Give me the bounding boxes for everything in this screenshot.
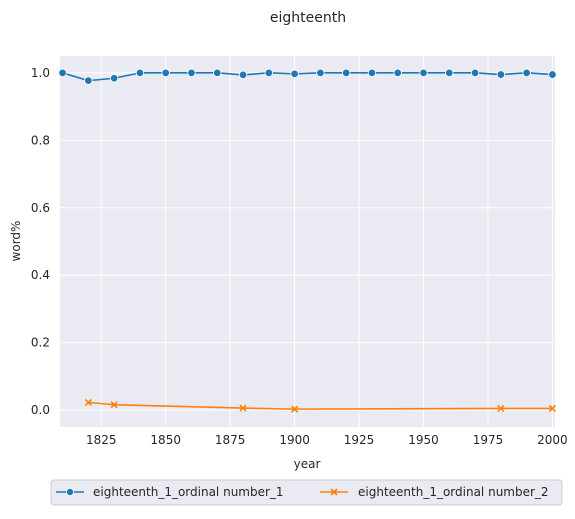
x-tick-label: 1950	[408, 433, 439, 447]
legend-series-1-label: eighteenth_1_ordinal number_1	[93, 485, 284, 499]
data-point	[161, 68, 170, 78]
y-tick-label: 0.8	[31, 133, 50, 147]
x-tick-label: 2000	[537, 433, 568, 447]
data-point	[496, 70, 506, 79]
series-2-line	[88, 401, 553, 410]
x-tick-label: 1975	[473, 433, 504, 447]
series-1	[58, 68, 557, 85]
y-tick-label: 0.4	[31, 268, 50, 282]
legend-series-2-marker	[330, 488, 338, 496]
data-point	[58, 68, 67, 78]
chart-title: eighteenth	[270, 10, 346, 26]
x-tick-label: 1875	[215, 433, 246, 447]
data-point	[548, 70, 557, 79]
x-tick-label: 1850	[150, 433, 181, 447]
data-point	[497, 404, 505, 413]
legend-series-2-label: eighteenth_1_ordinal number_2	[358, 485, 549, 499]
data-point	[239, 404, 247, 412]
data-point	[419, 68, 428, 78]
legend: eighteenth_1_ordinal number_1 eighteenth…	[50, 479, 563, 506]
plot-area	[60, 56, 555, 427]
y-axis-label: word%	[9, 221, 23, 262]
x-tick-label: 1925	[344, 433, 375, 447]
series-1-line	[62, 72, 553, 82]
data-point	[264, 68, 274, 78]
y-tick-label: 0.0	[31, 403, 50, 417]
data-point	[238, 70, 248, 80]
data-point	[290, 69, 299, 79]
data-point	[213, 68, 222, 78]
data-point	[522, 68, 531, 78]
y-tick-label: 1.0	[31, 66, 50, 80]
y-axis-ticks: 0.0 0.2 0.4 0.6 0.8 1.0	[31, 66, 50, 417]
y-tick-label: 0.2	[31, 336, 50, 350]
data-point	[84, 76, 93, 85]
series-2	[84, 398, 556, 413]
data-point	[109, 74, 119, 83]
data-point	[548, 404, 556, 413]
data-point	[187, 68, 196, 78]
data-point	[110, 401, 118, 409]
data-point	[470, 68, 480, 78]
data-point	[341, 68, 351, 78]
x-axis-label: year	[294, 457, 321, 471]
data-point	[445, 68, 454, 78]
y-tick-label: 0.6	[31, 201, 50, 215]
data-point	[84, 398, 92, 406]
data-point	[367, 68, 377, 78]
legend-series-1-marker	[66, 487, 75, 496]
x-tick-label: 1900	[279, 433, 310, 447]
data-point	[291, 405, 299, 413]
data-point	[316, 68, 325, 78]
data-point	[393, 68, 402, 78]
x-tick-label: 1825	[86, 433, 117, 447]
x-axis-ticks: 1825 1850 1875 1900 1925 1950 1975 2000	[86, 433, 568, 447]
legend-box	[50, 479, 563, 506]
series-layer	[58, 68, 557, 413]
data-point	[135, 68, 145, 78]
